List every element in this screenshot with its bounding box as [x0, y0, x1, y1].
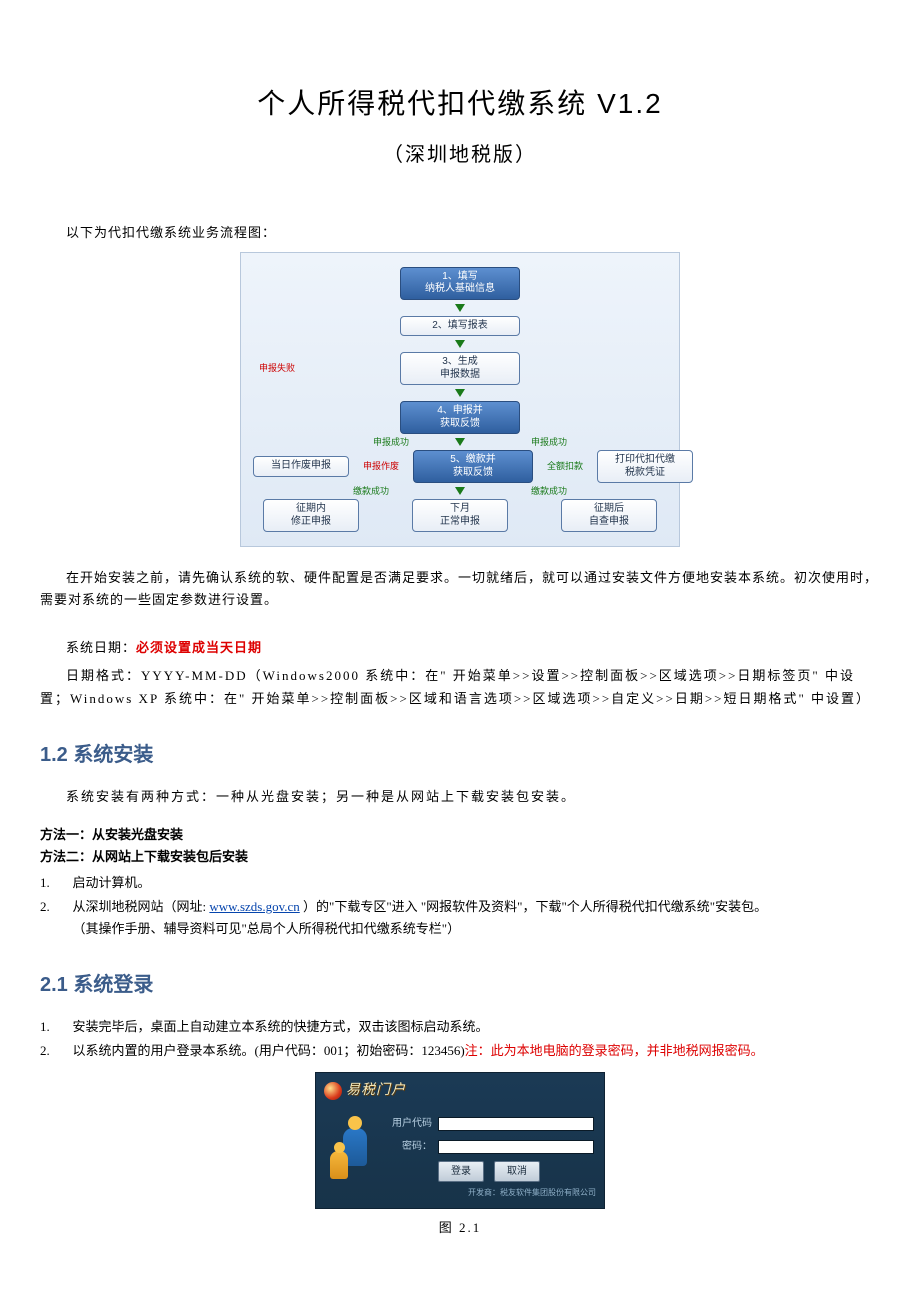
doc-title: 个人所得税代扣代缴系统 V1.2 — [40, 80, 880, 128]
fc-label-ok-a: 申报成功 — [531, 435, 567, 450]
login-step-1-text: 安装完毕后，桌面上自动建立本系统的快捷方式，双击该图标启动系统。 — [73, 1019, 489, 1034]
arrow-down-icon — [455, 340, 465, 348]
fc-step4: 4、申报并 获取反馈 — [400, 401, 520, 434]
fc-bottom-right: 征期后 自查申报 — [561, 499, 657, 532]
user-code-input[interactable] — [438, 1117, 594, 1131]
method2-title: 方法二：从网站上下载安装包后安装 — [40, 846, 880, 868]
fc-step5: 5、缴款并 获取反馈 — [413, 450, 533, 483]
heading-login: 2.1 系统登录 — [40, 968, 880, 1002]
fc-label-all: 全额扣款 — [547, 459, 583, 474]
sysdate-label: 系统日期： — [66, 640, 136, 655]
doc-subtitle: （深圳地税版） — [40, 138, 880, 172]
install-intro: 系统安装有两种方式：一种从光盘安装；另一种是从网站上下载安装包安装。 — [40, 786, 880, 808]
login-step-2: 2. 以系统内置的用户登录本系统。(用户代码：001；初始密码：123456)注… — [40, 1040, 880, 1062]
pre-install-para: 在开始安装之前，请先确认系统的软、硬件配置是否满足要求。一切就绪后，就可以通过安… — [40, 567, 880, 611]
arrow-down-icon — [455, 438, 465, 446]
figure-caption-2-1: 图 2.1 — [40, 1217, 880, 1239]
fc-right-box: 打印代扣代缴 税款凭证 — [597, 450, 693, 483]
fc-step3: 3、生成 申报数据 — [400, 352, 520, 385]
flowchart-container: 1、填写 纳税人基础信息 2、填写报表 申报失败 3、生成 申报数据 4、申报并… — [40, 252, 880, 548]
fc-label-ok-c: 缴款成功 — [531, 484, 567, 499]
install-step-2c: （其操作手册、辅导资料可见"总局个人所得税代扣代缴系统专栏"） — [73, 921, 461, 936]
login-button[interactable]: 登录 — [438, 1161, 484, 1182]
user-code-label: 用户代码 — [384, 1115, 432, 1132]
install-step-2b: ）的"下载专区"进入 "网报软件及资料"，下载"个人所得税代扣代缴系统"安装包。 — [303, 899, 767, 914]
login-figure-icon — [330, 1114, 374, 1182]
fc-label-abort: 申报作废 — [363, 459, 399, 474]
sysdate-line: 系统日期：必须设置成当天日期 — [40, 637, 880, 659]
fc-bottom-mid: 下月 正常申报 — [412, 499, 508, 532]
login-steps-list: 1.安装完毕后，桌面上自动建立本系统的快捷方式，双击该图标启动系统。 2. 以系… — [40, 1016, 880, 1062]
login-screenshot: 易税门户 用户代码 密码： 登录 取消 — [40, 1072, 880, 1208]
login-step-1: 1.安装完毕后，桌面上自动建立本系统的快捷方式，双击该图标启动系统。 — [40, 1016, 880, 1038]
login-app-title: 易税门户 — [346, 1079, 406, 1103]
sysdate-warning: 必须设置成当天日期 — [136, 640, 262, 655]
fc-step2: 2、填写报表 — [400, 316, 520, 337]
login-footer: 开发商：税友软件集团股份有限公司 — [316, 1182, 604, 1200]
install-step-2: 2. 从深圳地税网站（网址: www.szds.gov.cn ）的"下载专区"进… — [40, 896, 880, 940]
login-step-2-red: 注：此为本地电脑的登录密码，并非地税网报密码。 — [465, 1043, 764, 1058]
install-step-1: 1.启动计算机。 — [40, 872, 880, 894]
fc-step1: 1、填写 纳税人基础信息 — [400, 267, 520, 300]
fc-label-ok-b: 缴款成功 — [353, 484, 389, 499]
fc-bottom-left: 征期内 修正申报 — [263, 499, 359, 532]
szds-link[interactable]: www.szds.gov.cn — [209, 899, 299, 914]
install-step-1-text: 启动计算机。 — [73, 875, 151, 890]
fc-label-fail: 申报失败 — [259, 361, 295, 376]
date-format-para: 日期格式：YYYY-MM-DD（Windows2000 系统中：在" 开始菜单>… — [40, 665, 880, 709]
arrow-down-icon — [455, 389, 465, 397]
tax-logo-icon — [324, 1082, 342, 1100]
password-input[interactable] — [438, 1140, 594, 1154]
flow-intro: 以下为代扣代缴系统业务流程图： — [40, 222, 880, 244]
fc-left-box: 当日作废申报 — [253, 456, 349, 477]
cancel-button[interactable]: 取消 — [494, 1161, 540, 1182]
method1-title: 方法一：从安装光盘安装 — [40, 824, 880, 846]
heading-install: 1.2 系统安装 — [40, 738, 880, 772]
login-step-2-black: 以系统内置的用户登录本系统。(用户代码：001；初始密码：123456) — [73, 1043, 465, 1058]
flowchart: 1、填写 纳税人基础信息 2、填写报表 申报失败 3、生成 申报数据 4、申报并… — [240, 252, 680, 548]
install-steps-list: 1.启动计算机。 2. 从深圳地税网站（网址: www.szds.gov.cn … — [40, 872, 880, 940]
install-step-2a: 从深圳地税网站（网址: — [73, 899, 207, 914]
login-header: 易税门户 — [316, 1073, 604, 1105]
arrow-down-icon — [455, 487, 465, 495]
login-dialog: 易税门户 用户代码 密码： 登录 取消 — [315, 1072, 605, 1208]
arrow-down-icon — [455, 304, 465, 312]
fc-label-ok-d: 申报成功 — [373, 435, 409, 450]
login-form: 用户代码 密码： 登录 取消 — [384, 1109, 594, 1182]
password-label: 密码： — [384, 1138, 432, 1155]
